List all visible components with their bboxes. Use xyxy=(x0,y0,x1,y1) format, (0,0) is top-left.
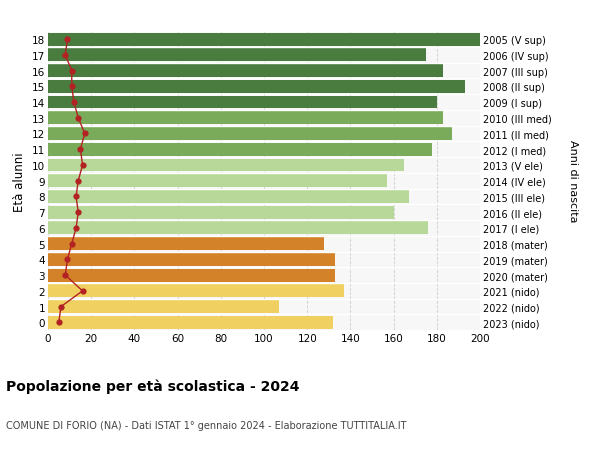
Bar xyxy=(48,285,344,297)
Bar xyxy=(48,34,491,46)
Legend: Sec. II grado, Sec. I grado, Scuola Primaria, Scuola Infanzia, Asilo Nido, Stran: Sec. II grado, Sec. I grado, Scuola Prim… xyxy=(14,0,514,4)
Bar xyxy=(48,238,325,251)
Bar xyxy=(48,253,335,266)
Bar xyxy=(48,316,333,329)
Bar xyxy=(48,269,335,282)
Bar xyxy=(48,112,443,125)
Bar xyxy=(48,144,433,157)
Bar xyxy=(48,175,387,188)
Text: Popolazione per età scolastica - 2024: Popolazione per età scolastica - 2024 xyxy=(6,379,299,393)
Bar xyxy=(48,206,394,219)
Text: COMUNE DI FORIO (NA) - Dati ISTAT 1° gennaio 2024 - Elaborazione TUTTITALIA.IT: COMUNE DI FORIO (NA) - Dati ISTAT 1° gen… xyxy=(6,420,407,430)
Bar xyxy=(48,65,443,78)
Bar xyxy=(48,96,437,109)
Bar xyxy=(48,190,409,203)
Bar xyxy=(48,81,465,94)
Y-axis label: Anni di nascita: Anni di nascita xyxy=(568,140,578,223)
Bar xyxy=(48,159,404,172)
Bar xyxy=(48,301,279,313)
Bar xyxy=(48,49,426,62)
Bar xyxy=(48,128,452,140)
Y-axis label: Età alunni: Età alunni xyxy=(13,151,26,211)
Bar xyxy=(48,222,428,235)
